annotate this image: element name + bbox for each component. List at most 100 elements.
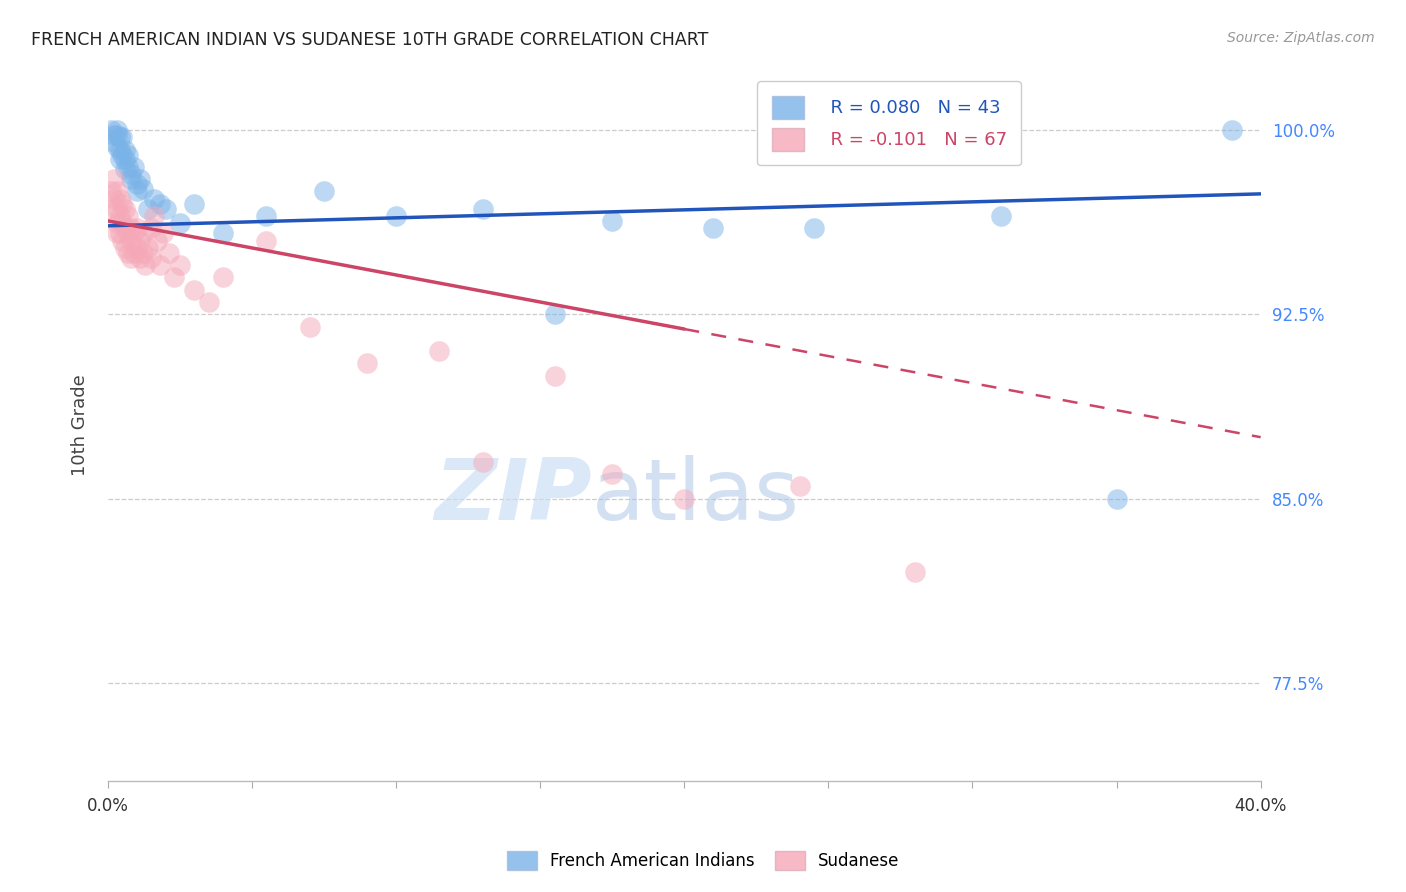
Text: Source: ZipAtlas.com: Source: ZipAtlas.com — [1227, 31, 1375, 45]
Text: ZIP: ZIP — [434, 455, 592, 538]
Point — [152, 226, 174, 240]
Point — [600, 214, 623, 228]
Point — [105, 202, 128, 216]
Point — [143, 209, 166, 223]
Point — [146, 234, 169, 248]
Point — [120, 251, 142, 265]
Point — [105, 128, 128, 142]
Point — [122, 160, 145, 174]
Point — [103, 135, 125, 149]
Point — [157, 245, 180, 260]
Point — [105, 226, 128, 240]
Point — [114, 221, 136, 235]
Point — [128, 251, 150, 265]
Point — [108, 130, 131, 145]
Point — [111, 216, 134, 230]
Point — [108, 226, 131, 240]
Y-axis label: 10th Grade: 10th Grade — [72, 374, 89, 475]
Point — [471, 202, 494, 216]
Point — [100, 123, 122, 137]
Point — [298, 319, 321, 334]
Point — [141, 221, 163, 235]
Point — [183, 283, 205, 297]
Point — [803, 221, 825, 235]
Point — [543, 307, 565, 321]
Point — [111, 147, 134, 161]
Point — [600, 467, 623, 481]
Point — [120, 172, 142, 186]
Point — [673, 491, 696, 506]
Legend:   R = 0.080   N = 43,   R = -0.101   N = 67: R = 0.080 N = 43, R = -0.101 N = 67 — [756, 81, 1021, 165]
Point — [117, 245, 139, 260]
Point — [128, 234, 150, 248]
Point — [212, 270, 235, 285]
Point — [120, 234, 142, 248]
Point — [117, 226, 139, 240]
Point — [111, 130, 134, 145]
Point — [114, 202, 136, 216]
Point — [122, 245, 145, 260]
Point — [105, 185, 128, 199]
Point — [471, 455, 494, 469]
Point — [183, 196, 205, 211]
Point — [108, 192, 131, 206]
Point — [114, 153, 136, 167]
Text: atlas: atlas — [592, 455, 800, 538]
Point — [169, 258, 191, 272]
Point — [163, 270, 186, 285]
Point — [105, 123, 128, 137]
Point — [256, 234, 278, 248]
Point — [198, 295, 221, 310]
Point — [1220, 123, 1243, 137]
Point — [314, 185, 336, 199]
Point — [111, 234, 134, 248]
Point — [125, 185, 148, 199]
Point — [120, 167, 142, 181]
Point — [169, 216, 191, 230]
Point — [125, 241, 148, 255]
Point — [108, 143, 131, 157]
Point — [356, 356, 378, 370]
Point — [789, 479, 811, 493]
Text: FRENCH AMERICAN INDIAN VS SUDANESE 10TH GRADE CORRELATION CHART: FRENCH AMERICAN INDIAN VS SUDANESE 10TH … — [31, 31, 709, 49]
Point — [904, 566, 927, 580]
Point — [128, 172, 150, 186]
Point — [149, 258, 172, 272]
Point — [108, 209, 131, 223]
Point — [103, 192, 125, 206]
Point — [100, 202, 122, 216]
Point — [103, 128, 125, 142]
Point — [125, 177, 148, 191]
Point — [114, 162, 136, 177]
Point — [141, 251, 163, 265]
Point — [131, 182, 153, 196]
Point — [134, 258, 156, 272]
Point — [1105, 491, 1128, 506]
Point — [543, 368, 565, 383]
Point — [105, 216, 128, 230]
Point — [103, 172, 125, 186]
Point — [138, 202, 160, 216]
Legend: French American Indians, Sudanese: French American Indians, Sudanese — [501, 844, 905, 877]
Point — [125, 221, 148, 235]
Point — [385, 209, 408, 223]
Point — [256, 209, 278, 223]
Point — [155, 202, 177, 216]
Point — [122, 226, 145, 240]
Point — [117, 147, 139, 161]
Point — [143, 192, 166, 206]
Point — [131, 245, 153, 260]
Point — [131, 226, 153, 240]
Point — [100, 185, 122, 199]
Point — [114, 143, 136, 157]
Point — [149, 196, 172, 211]
Point — [702, 221, 724, 235]
Point — [990, 209, 1012, 223]
Point — [138, 241, 160, 255]
Point — [117, 160, 139, 174]
Point — [117, 209, 139, 223]
Point — [114, 241, 136, 255]
Point — [105, 140, 128, 154]
Point — [108, 153, 131, 167]
Point — [429, 344, 451, 359]
